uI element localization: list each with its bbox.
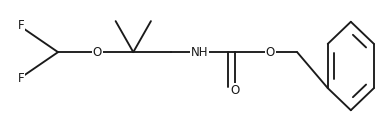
Text: F: F — [18, 19, 24, 32]
Text: O: O — [93, 46, 102, 59]
Text: NH: NH — [191, 46, 209, 59]
Text: O: O — [230, 84, 240, 97]
Text: F: F — [18, 72, 24, 85]
Text: O: O — [266, 46, 275, 59]
